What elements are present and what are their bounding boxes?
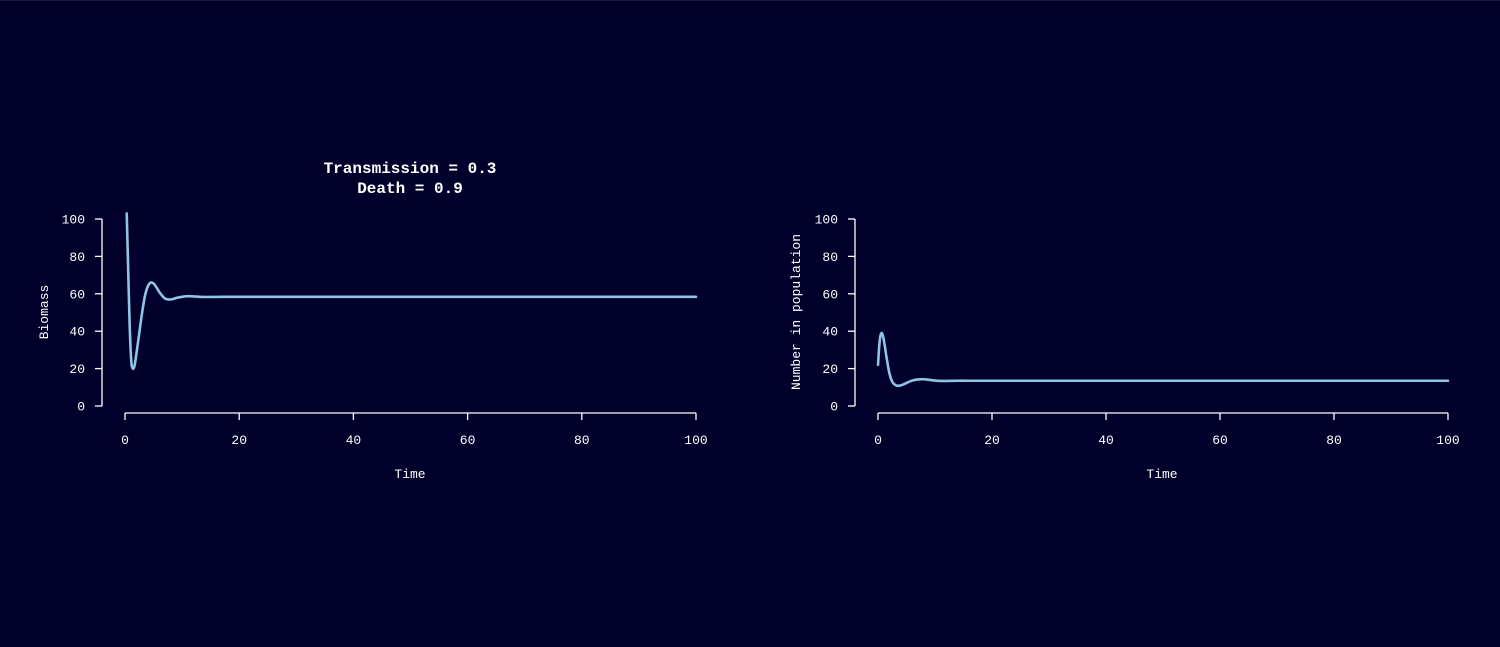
x-tick-label: 20 [984, 433, 1000, 448]
y-axis-title: Number in population [789, 234, 804, 390]
y-tick-label: 100 [815, 213, 838, 228]
x-axis-title: Time [394, 467, 425, 482]
x-tick-label: 80 [574, 433, 590, 448]
y-tick-label: 0 [77, 400, 85, 415]
y-tick-label: 40 [822, 325, 838, 340]
biomass-chart: Transmission = 0.3 Death = 0.9 0 20 40 60 80 1… [37, 160, 708, 482]
y-tick-label: 60 [822, 287, 838, 302]
x-tick-label: 100 [1436, 433, 1459, 448]
series-line [125, 212, 698, 371]
y-tick-label: 0 [830, 400, 838, 415]
x-tick-label: 20 [231, 433, 247, 448]
chart-title-line: Death = 0.9 [357, 180, 463, 198]
y-tick-label: 20 [822, 362, 838, 377]
y-tick-label: 40 [69, 325, 85, 340]
x-tick-label: 60 [1212, 433, 1228, 448]
x-tick-label: 80 [1326, 433, 1342, 448]
y-tick-label: 100 [62, 213, 85, 228]
series-line [876, 331, 1450, 388]
x-tick-label: 0 [874, 433, 882, 448]
y-tick-label: 80 [69, 250, 85, 265]
top-border [0, 0, 1500, 1]
x-axis-title: Time [1146, 467, 1177, 482]
y-tick-label: 20 [69, 362, 85, 377]
x-tick-label: 0 [121, 433, 129, 448]
x-tick-label: 40 [1098, 433, 1114, 448]
population-chart: 0 20 40 60 80 100 0 20 40 60 80 100 Time Number in… [789, 213, 1460, 483]
y-tick-label: 80 [822, 250, 838, 265]
x-tick-label: 60 [460, 433, 476, 448]
y-tick-label: 60 [69, 287, 85, 302]
y-axis-title: Biomass [37, 285, 52, 340]
x-tick-label: 40 [346, 433, 362, 448]
chart-title-line: Transmission = 0.3 [324, 160, 497, 178]
x-tick-label: 100 [684, 433, 707, 448]
